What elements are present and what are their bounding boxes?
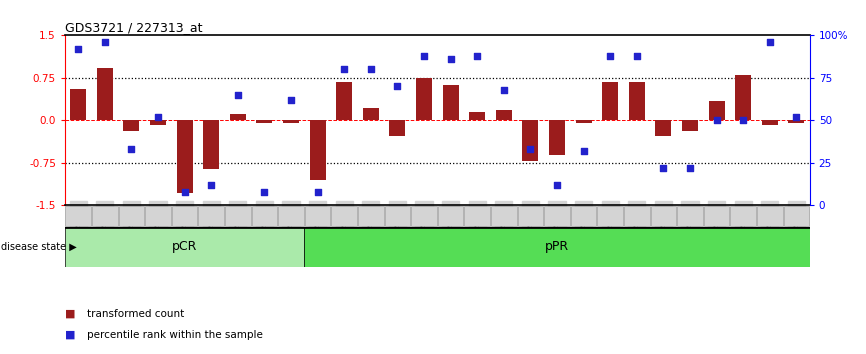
Bar xyxy=(304,227,810,267)
Bar xyxy=(708,101,725,120)
Point xyxy=(523,147,537,152)
Bar xyxy=(177,120,192,193)
Bar xyxy=(416,78,432,120)
Bar xyxy=(677,206,703,226)
Bar xyxy=(229,114,246,120)
Bar xyxy=(92,206,118,226)
Bar xyxy=(571,206,597,226)
Bar xyxy=(283,120,299,123)
Bar xyxy=(336,82,352,120)
Text: disease state ▶: disease state ▶ xyxy=(1,242,76,252)
Bar xyxy=(650,206,676,226)
Bar xyxy=(145,206,171,226)
Bar xyxy=(518,206,543,226)
Point xyxy=(311,189,325,195)
Point xyxy=(257,189,271,195)
Bar xyxy=(602,82,618,120)
Bar xyxy=(198,206,224,226)
Point xyxy=(98,39,112,45)
Bar xyxy=(730,206,756,226)
Point xyxy=(630,53,643,59)
Bar xyxy=(305,206,331,226)
Bar xyxy=(358,206,384,226)
Point xyxy=(284,97,298,103)
Bar xyxy=(576,120,591,123)
Bar xyxy=(204,120,219,169)
Point xyxy=(656,165,670,171)
Bar xyxy=(522,120,539,161)
Bar xyxy=(757,206,783,226)
Bar xyxy=(390,120,405,136)
Bar xyxy=(310,120,326,180)
Bar xyxy=(491,206,517,226)
Bar xyxy=(788,120,805,123)
Bar xyxy=(762,120,778,125)
Point xyxy=(470,53,484,59)
Bar xyxy=(65,227,304,267)
Text: GDS3721 / 227313_at: GDS3721 / 227313_at xyxy=(65,21,203,34)
Point xyxy=(604,53,617,59)
Bar xyxy=(704,206,729,226)
Point xyxy=(497,87,511,93)
Bar xyxy=(171,206,197,226)
Bar xyxy=(735,75,751,120)
Point xyxy=(683,165,697,171)
Point xyxy=(151,114,165,120)
Bar xyxy=(549,120,565,155)
Point xyxy=(763,39,777,45)
Bar xyxy=(252,206,277,226)
Text: ■: ■ xyxy=(65,309,79,319)
Bar xyxy=(256,120,273,123)
Point xyxy=(790,114,804,120)
Text: ■: ■ xyxy=(65,330,79,340)
Point xyxy=(204,182,218,188)
Point xyxy=(125,147,139,152)
Point xyxy=(364,67,378,72)
Text: transformed count: transformed count xyxy=(87,309,184,319)
Bar xyxy=(70,89,87,120)
Bar xyxy=(544,206,570,226)
Text: pPR: pPR xyxy=(545,240,569,253)
Bar xyxy=(682,120,698,131)
Bar xyxy=(278,206,304,226)
Bar xyxy=(363,108,378,120)
Bar xyxy=(119,206,145,226)
Point xyxy=(337,67,351,72)
Bar xyxy=(332,206,357,226)
Bar xyxy=(598,206,623,226)
Bar xyxy=(385,206,410,226)
Text: percentile rank within the sample: percentile rank within the sample xyxy=(87,330,262,340)
Bar xyxy=(225,206,250,226)
Bar xyxy=(97,68,113,120)
Point xyxy=(736,118,750,123)
Bar xyxy=(411,206,436,226)
Bar xyxy=(443,85,459,120)
Bar xyxy=(124,120,139,131)
Bar xyxy=(150,120,166,125)
Point xyxy=(178,189,191,195)
Bar xyxy=(496,110,512,120)
Point xyxy=(550,182,564,188)
Bar xyxy=(469,112,485,120)
Point xyxy=(71,46,85,52)
Bar xyxy=(624,206,650,226)
Text: pCR: pCR xyxy=(172,240,197,253)
Bar xyxy=(784,206,809,226)
Bar xyxy=(438,206,463,226)
Point xyxy=(443,56,457,62)
Point xyxy=(417,53,431,59)
Point xyxy=(577,148,591,154)
Point xyxy=(391,84,404,89)
Point xyxy=(231,92,245,98)
Bar xyxy=(66,206,91,226)
Point xyxy=(709,118,723,123)
Bar xyxy=(464,206,490,226)
Bar xyxy=(629,82,645,120)
Bar xyxy=(656,120,671,136)
